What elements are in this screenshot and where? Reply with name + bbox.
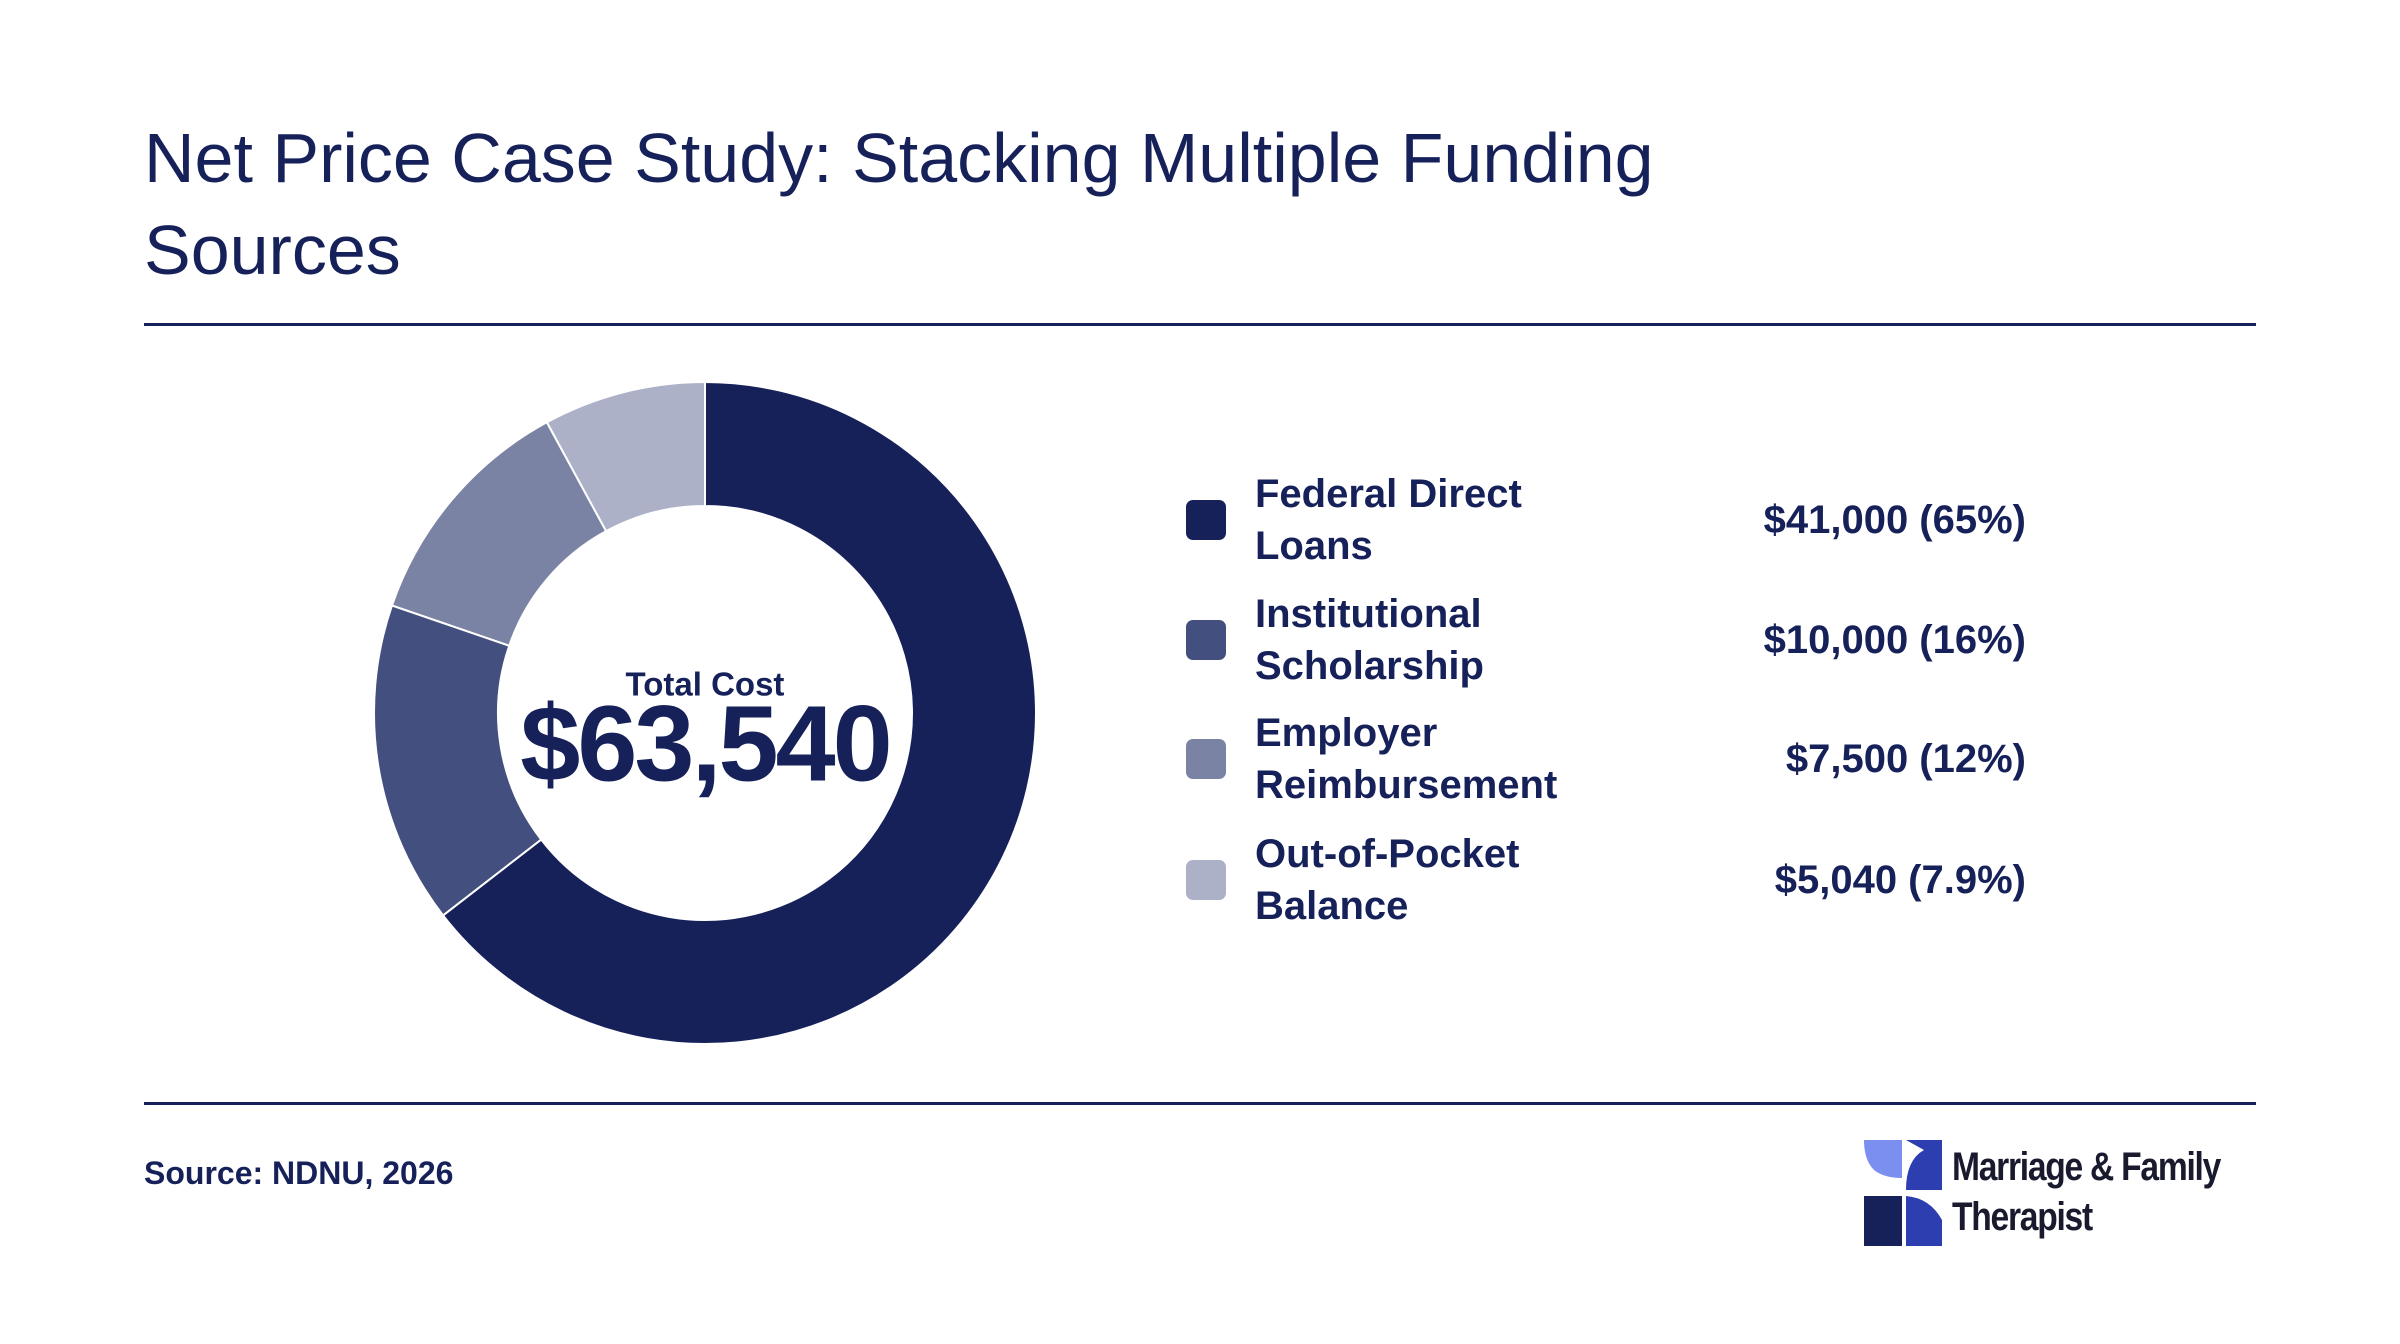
donut-slice xyxy=(390,420,608,648)
legend-swatch xyxy=(1186,620,1226,660)
legend-label: Institutional Scholarship xyxy=(1255,592,1484,688)
legend-label: Employer Reimbursement xyxy=(1255,711,1558,807)
legend-item: Institutional Scholarship $10,000 (16%) xyxy=(1186,585,2026,695)
title: Net Price Case Study: Stacking Multiple … xyxy=(144,119,1654,289)
legend-item: Employer Reimbursement $7,500 (12%) xyxy=(1186,704,2026,814)
center-label: Total Cost xyxy=(626,666,785,703)
value-label: $5,040 (7.9%) xyxy=(1774,857,2026,902)
value-label: $7,500 (12%) xyxy=(1785,736,2026,781)
legend-label: Out-of-Pocket Balance xyxy=(1255,832,1520,928)
value-label: $10,000 (16%) xyxy=(1763,617,2026,662)
logo-icon xyxy=(1864,1140,1942,1246)
legend-label: Federal Direct Loans xyxy=(1255,472,1522,568)
top-rule xyxy=(144,323,2256,326)
legend-item: Federal Direct Loans $41,000 (65%) xyxy=(1186,465,2026,575)
donut-chart: Total Cost $63,540 xyxy=(373,380,1037,1045)
donut-slice xyxy=(373,604,543,917)
donut-slice xyxy=(441,380,1037,1045)
source: Source: NDNU, 2026 xyxy=(144,1155,454,1191)
logo-text: Marriage & Family Therapist xyxy=(1952,1145,2221,1239)
legend-swatch xyxy=(1186,500,1226,540)
value-label: $41,000 (65%) xyxy=(1763,497,2026,542)
legend-swatch xyxy=(1186,739,1226,779)
center-value: $63,540 xyxy=(520,683,889,804)
legend-item: Out-of-Pocket Balance $5,040 (7.9%) xyxy=(1186,825,2026,935)
bottom-rule xyxy=(144,1102,2256,1105)
legend-swatch xyxy=(1186,860,1226,900)
